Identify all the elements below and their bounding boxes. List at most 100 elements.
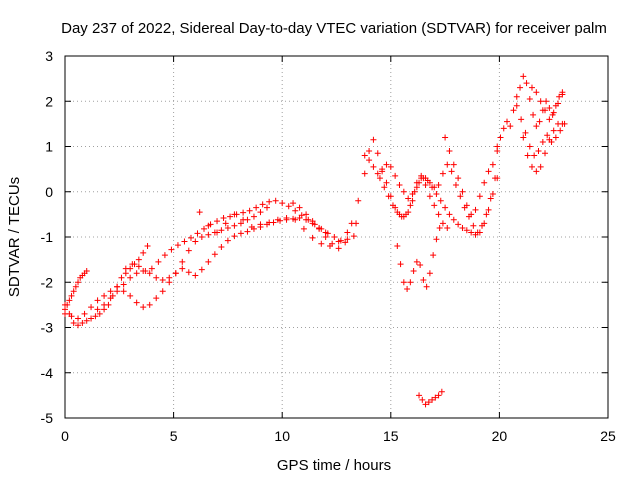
y-tick-label: 2 [45, 93, 53, 109]
data-point [392, 172, 399, 179]
data-point [507, 123, 514, 130]
data-point [366, 148, 373, 155]
series-2 [62, 267, 90, 313]
data-point [546, 105, 553, 112]
data-point [298, 212, 305, 219]
data-point [438, 388, 445, 395]
data-point [70, 319, 77, 326]
data-point [425, 399, 432, 406]
data-point [133, 299, 140, 306]
data-point [96, 310, 103, 317]
data-point [220, 214, 227, 221]
data-point [94, 297, 101, 304]
data-point [424, 177, 431, 184]
data-point [513, 93, 520, 100]
data-point [485, 168, 492, 175]
data-point [292, 207, 299, 214]
data-point [413, 258, 420, 265]
data-point [192, 238, 199, 245]
x-tick-label: 0 [61, 428, 69, 444]
data-point [214, 229, 221, 236]
data-point [309, 234, 316, 241]
series-10 [394, 224, 443, 293]
data-point [305, 216, 312, 223]
data-point [174, 242, 181, 249]
data-point [81, 310, 88, 317]
data-point [431, 202, 438, 209]
data-point [129, 261, 136, 268]
data-point [94, 306, 101, 313]
data-point [442, 134, 449, 141]
data-point [444, 161, 451, 168]
x-tick-label: 5 [170, 428, 178, 444]
data-point [542, 150, 549, 157]
data-point [504, 118, 511, 125]
data-point [75, 322, 82, 329]
data-point [244, 228, 251, 235]
data-point [403, 211, 410, 218]
data-point [201, 225, 208, 232]
series-14 [513, 102, 568, 159]
data-point [303, 211, 310, 218]
data-point [429, 184, 436, 191]
data-point [409, 197, 416, 204]
data-point [435, 181, 442, 188]
data-point [539, 138, 546, 145]
data-point [537, 98, 544, 105]
data-point [419, 396, 426, 403]
data-point [133, 270, 140, 277]
data-point [528, 84, 535, 91]
data-point [381, 184, 388, 191]
data-point [118, 274, 125, 281]
data-point [426, 270, 433, 277]
data-point [485, 206, 492, 213]
data-point [416, 179, 423, 186]
data-point [556, 93, 563, 100]
data-point [400, 188, 407, 195]
x-tick-label: 20 [492, 428, 508, 444]
data-point [559, 120, 566, 127]
data-point [546, 116, 553, 123]
data-point [550, 109, 557, 116]
data-point [546, 136, 553, 143]
y-axis-label: SDTVAR / TECUs [6, 177, 23, 297]
data-point [520, 73, 527, 80]
data-point [101, 301, 108, 308]
data-point [472, 206, 479, 213]
data-point [331, 234, 338, 240]
data-point [407, 279, 414, 286]
data-point [442, 204, 449, 211]
data-point [218, 243, 225, 250]
data-point [522, 129, 529, 136]
data-point [533, 123, 540, 130]
y-tick-label: -3 [41, 320, 54, 336]
series-13 [494, 73, 566, 150]
data-point [253, 204, 260, 211]
data-point [272, 197, 279, 204]
data-point [394, 243, 401, 250]
data-point [187, 234, 194, 241]
data-point [416, 392, 423, 399]
data-point [70, 288, 77, 295]
data-point [389, 202, 396, 209]
series-1 [62, 243, 151, 329]
data-point [383, 179, 390, 186]
data-point [92, 313, 99, 320]
data-point [222, 220, 229, 227]
data-point [472, 231, 479, 238]
data-point [148, 265, 155, 272]
data-point [246, 207, 253, 214]
data-point [476, 229, 483, 236]
data-point [350, 233, 357, 240]
data-point [166, 274, 173, 281]
data-point [342, 239, 349, 246]
data-point [316, 225, 323, 232]
x-tick-label: 15 [383, 428, 399, 444]
data-point [237, 220, 244, 227]
data-point [107, 288, 114, 295]
data-point [196, 209, 203, 216]
data-point [404, 286, 411, 293]
data-point [520, 134, 527, 141]
series-5 [122, 197, 357, 274]
data-point [146, 270, 153, 277]
